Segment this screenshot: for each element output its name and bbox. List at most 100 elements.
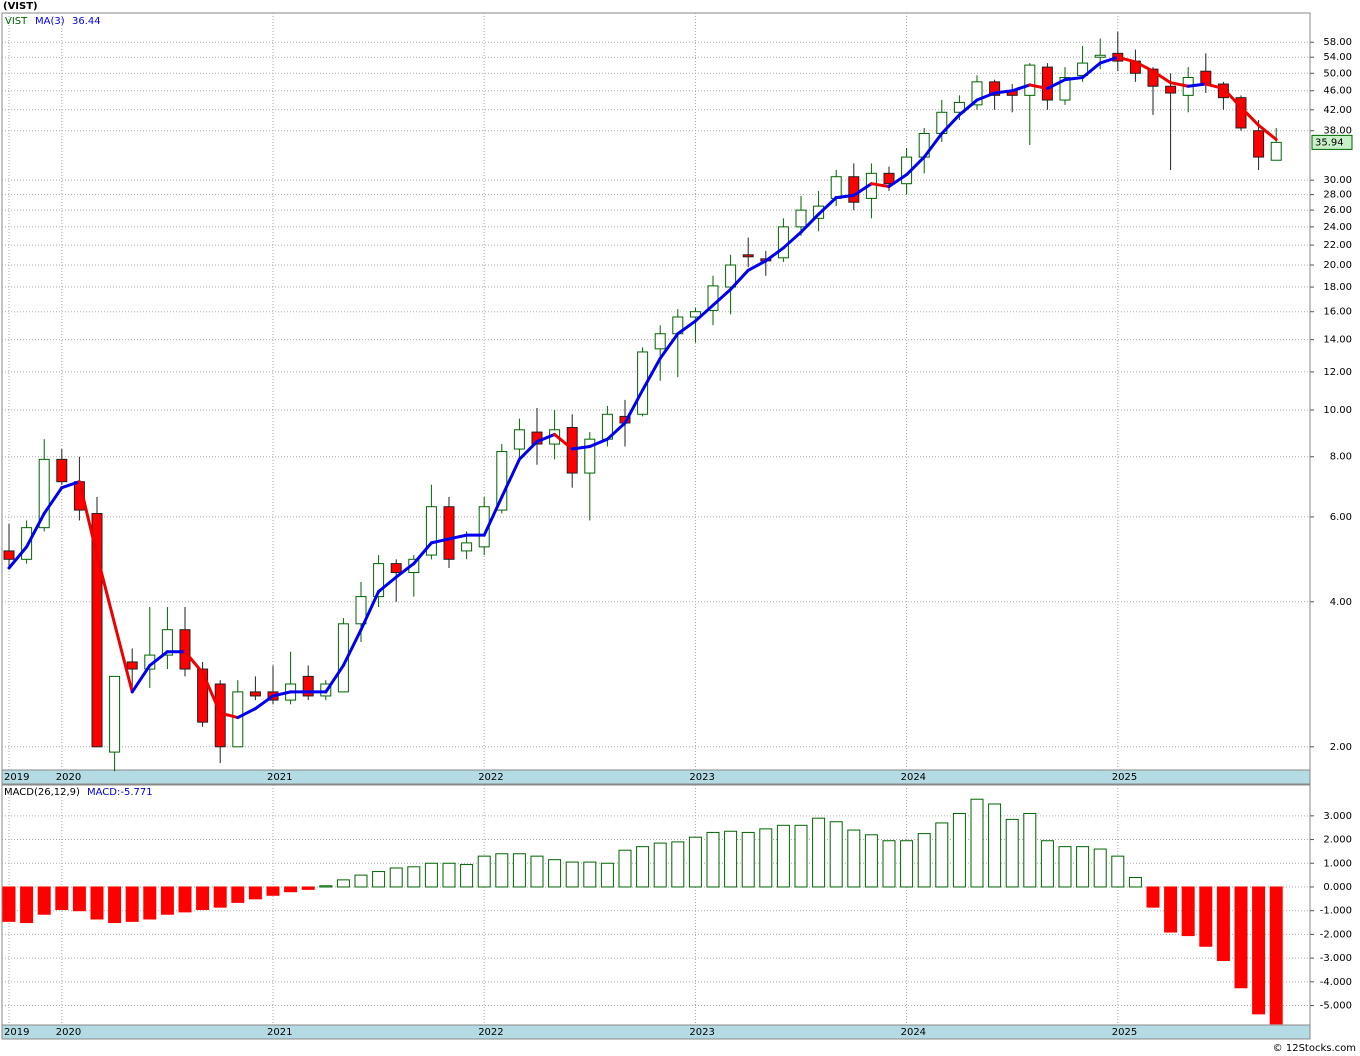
candle-body (197, 668, 209, 723)
y-tick-label: 58.00 (1323, 37, 1352, 48)
macd-bar (336, 879, 350, 888)
macd-bar (20, 886, 34, 924)
candle-body (1147, 68, 1159, 87)
ma-line (429, 537, 451, 545)
macd-bar (354, 874, 368, 888)
ma-line (834, 193, 856, 200)
candle-body (425, 506, 437, 556)
legend-ma-value: 36.44 (72, 16, 101, 27)
macd-bar (372, 871, 386, 888)
ma-line (482, 495, 504, 537)
macd-bar (37, 886, 51, 915)
macd-bar (1164, 886, 1178, 933)
candle-body (883, 172, 895, 185)
ma-line (1098, 55, 1120, 65)
y-tick-label: 46.00 (1323, 86, 1352, 97)
ma-line (781, 230, 803, 250)
price-tag (1311, 134, 1353, 150)
candle-body (249, 691, 261, 697)
y-tick-label: 10.00 (1323, 405, 1352, 416)
x-tick-label: 2024 (901, 1027, 926, 1038)
candle-body (1094, 54, 1106, 58)
ma-line (570, 445, 592, 451)
y-tick-label: 2.00 (1330, 742, 1352, 753)
y-tick-label: 54.00 (1323, 52, 1352, 63)
macd-bar (477, 855, 491, 888)
ma-line (1045, 78, 1067, 90)
macd-bar (776, 824, 790, 888)
candle-body (91, 512, 103, 748)
ma-line (869, 182, 891, 189)
ma-line (1239, 105, 1261, 127)
candle-body (707, 285, 719, 311)
y-tick-label: 38.00 (1323, 126, 1352, 137)
candle-body (795, 209, 807, 228)
ma-line (7, 545, 29, 570)
y-tick-label: 1.000 (1323, 858, 1352, 869)
macd-bar (72, 886, 86, 912)
macd-bar (653, 842, 667, 888)
y-tick-label: -5.000 (1320, 1001, 1352, 1012)
macd-bar (160, 886, 174, 915)
ma-line (1151, 69, 1173, 85)
macd-bar (724, 830, 738, 888)
macd-bar (688, 836, 702, 888)
candle-body (1077, 62, 1089, 76)
macd-bar (1040, 840, 1054, 888)
macd-bar (460, 863, 474, 888)
ma-line (711, 287, 733, 307)
ma-line (993, 89, 1014, 95)
x-tick-label: 2019 (4, 772, 29, 783)
candle-body (953, 101, 965, 113)
macd-bar (1234, 886, 1248, 989)
macd-bar (407, 866, 421, 888)
candle-body (1217, 83, 1229, 99)
candle-body (971, 81, 983, 106)
ma-line (201, 671, 222, 715)
macd-bar (90, 886, 104, 920)
y-tick-label: 26.00 (1323, 205, 1352, 216)
ma-line (42, 486, 64, 515)
ma-line (394, 562, 416, 579)
ma-line (535, 432, 557, 444)
x-tick-label: 2023 (689, 772, 714, 783)
candle-body (689, 311, 701, 318)
x-tick-label: 2022 (478, 772, 503, 783)
candle-body (355, 596, 367, 625)
ma-line (500, 457, 521, 499)
macd-bar (248, 886, 262, 900)
ma-line (1010, 83, 1032, 93)
ma-line (377, 575, 398, 594)
macd-bar (1058, 846, 1072, 888)
x-tick-label: 2025 (1112, 1027, 1137, 1038)
date-strip (1, 1024, 1311, 1040)
macd-bar (671, 841, 685, 888)
ma-line (236, 707, 257, 720)
macd-bar (495, 853, 509, 888)
macd-bar (548, 859, 562, 888)
candle-body (496, 451, 508, 511)
y-tick-label: 16.00 (1323, 307, 1352, 318)
x-tick-label: 2025 (1112, 772, 1137, 783)
ma-line (25, 511, 46, 549)
candle-body (584, 438, 596, 474)
ma-line (975, 91, 997, 102)
macd-bar (636, 846, 650, 888)
ma-line (341, 628, 363, 667)
price-tag-label: 35.94 (1315, 137, 1344, 148)
candle-body (461, 542, 473, 552)
macd-bar (864, 834, 878, 888)
macd-bar (1093, 848, 1107, 888)
ma-line (799, 212, 821, 234)
ma-line (77, 480, 99, 557)
ma-line (1186, 82, 1208, 88)
candle-body (390, 563, 402, 574)
macd-bar (812, 817, 826, 888)
ma-line (905, 155, 926, 177)
ma-line (729, 268, 750, 291)
y-tick-label: 6.00 (1330, 512, 1352, 523)
macd-bar (424, 862, 438, 888)
macd-bar (1128, 876, 1142, 888)
macd-bar (988, 803, 1002, 888)
macd-bar (1216, 886, 1230, 961)
